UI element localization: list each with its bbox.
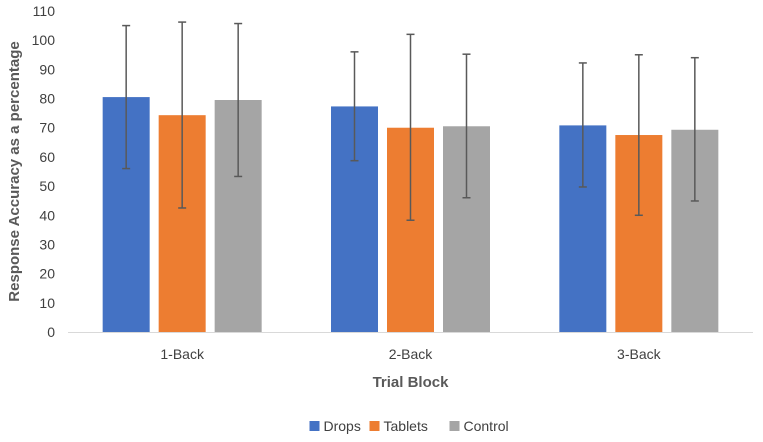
error-bar-drops-1-back [122,24,131,170]
y-tick-label: 60 [39,149,55,165]
error-bars [122,21,699,221]
x-tick-label: 1-Back [160,346,205,362]
legend-swatch [369,421,380,431]
legend-label: Drops [324,418,361,434]
y-tick-label: 80 [39,91,55,107]
y-tick-label: 70 [39,120,55,136]
y-tick-label: 110 [33,3,56,19]
x-axis-title: Trial Block [373,374,450,391]
error-bar-tablets-3-back [634,54,643,217]
y-axis-title: Response Accuracy as a percentage [6,41,23,301]
y-tick-label: 40 [39,207,55,223]
legend: Drops Tablets Control [309,418,509,434]
legend-swatch [309,421,320,431]
y-tick-label: 50 [39,178,55,194]
y-tick-label: 0 [47,324,55,340]
legend-label: Tablets [384,418,428,434]
error-bar-drops-2-back [350,51,359,162]
y-tick-label: 10 [39,295,55,311]
y-tick-label: 100 [32,32,56,48]
error-bar-control-2-back [462,53,471,199]
legend-item-drops: Drops [309,418,361,434]
y-tick-label: 30 [39,236,55,252]
legend-item-tablets: Tablets [369,418,428,434]
error-bar-control-1-back [234,22,243,178]
y-tick-label: 90 [39,61,55,77]
error-bar-drops-3-back [578,62,587,188]
x-tick-label: 2-Back [389,346,434,362]
error-bar-control-3-back [690,56,699,202]
legend-label: Control [464,418,509,434]
x-axis-tick-labels: 1-Back 2-Back 3-Back [160,346,661,362]
error-bar-tablets-2-back [406,33,415,221]
error-bar-tablets-1-back [178,21,187,209]
y-axis-tick-labels: 0 10 20 30 40 50 60 70 80 90 100 110 [32,3,56,340]
legend-item-control: Control [449,418,509,434]
y-tick-label: 20 [39,266,55,282]
legend-swatch [449,421,460,431]
x-tick-label: 3-Back [617,346,662,362]
